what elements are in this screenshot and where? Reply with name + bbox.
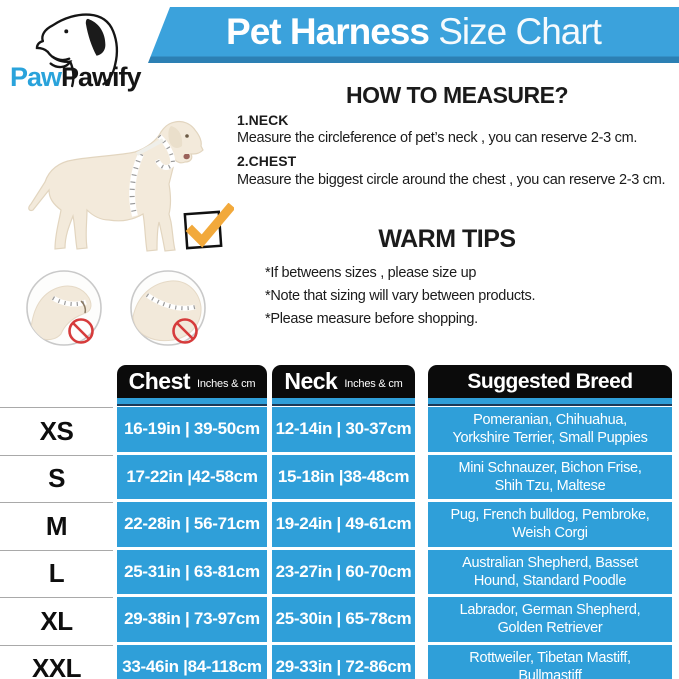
size-label: XS — [0, 407, 113, 455]
step-chest-text: Measure the biggest circle around the ch… — [237, 172, 666, 188]
page-title-light: Size Chart — [428, 11, 602, 52]
header-divider — [272, 404, 415, 406]
chest-cell: 22-28in | 56-71cm — [117, 502, 267, 547]
warm-tips-heading: WARM TIPS — [378, 225, 516, 253]
measuring-tape-neck — [136, 134, 176, 170]
header-divider — [428, 404, 672, 406]
tip-size-up: *If betweens sizes , please size up — [265, 265, 477, 281]
breed-cell: Labrador, German Shepherd, Golden Retrie… — [428, 597, 672, 642]
neck-header-units: Inches & cm — [344, 377, 403, 390]
step-chest-label: 2.CHEST — [237, 153, 297, 169]
header-accent-strip — [117, 398, 267, 404]
size-label: XL — [0, 597, 113, 645]
no-symbol-icon — [172, 318, 198, 344]
size-label-column: XS S M L XL XXL — [0, 407, 113, 679]
checkmark-icon — [183, 203, 234, 250]
header-divider — [117, 404, 267, 406]
header-accent-strip — [272, 398, 415, 404]
breed-cell: Mini Schnauzer, Bichon Frise, Shih Tzu, … — [428, 454, 672, 499]
chest-column: Chest Inches & cm 16-19in | 39-50cm 17-2… — [117, 365, 267, 679]
neck-cell: 19-24in | 49-61cm — [272, 502, 415, 547]
measuring-tape-chest — [129, 152, 144, 217]
size-label: XXL — [0, 644, 113, 679]
size-chart-table: XS S M L XL XXL Chest Inches & cm 16-19i… — [0, 365, 679, 679]
neck-cell: 29-33in | 72-86cm — [272, 644, 415, 679]
breed-header-label: Suggested Breed — [467, 369, 633, 393]
tip-sizing-vary: *Note that sizing will vary between prod… — [265, 288, 536, 304]
breed-column-header: Suggested Breed — [428, 365, 672, 398]
neck-cell: 23-27in | 60-70cm — [272, 549, 415, 594]
chest-header-units: Inches & cm — [197, 377, 256, 390]
tip-measure-first: *Please measure before shopping. — [265, 311, 478, 327]
chest-cell: 16-19in | 39-50cm — [117, 407, 267, 452]
breed-cell: Rottweiler, Tibetan Mastiff, Bullmastiff — [428, 644, 672, 679]
breed-cell: Pug, French bulldog, Pembroke, Weish Cor… — [428, 502, 672, 547]
page-title: Pet Harness Size Chart — [226, 11, 602, 53]
dog-ear — [168, 126, 183, 148]
chest-cell: 29-38in | 73-97cm — [117, 597, 267, 642]
chest-column-header: Chest Inches & cm — [117, 365, 267, 398]
dog-with-harness-image — [28, 120, 204, 252]
header-accent-strip — [428, 398, 672, 404]
title-banner: Pet Harness Size Chart — [148, 7, 679, 63]
dog-eye — [185, 134, 189, 138]
breed-column: Suggested Breed Pomeranian, Chihuahua, Y… — [428, 365, 672, 679]
no-symbol-icon — [68, 318, 94, 344]
neck-cell: 12-14in | 30-37cm — [272, 407, 415, 452]
neck-cell: 25-30in | 65-78cm — [272, 597, 415, 642]
neck-column: Neck Inches & cm 12-14in | 30-37cm 15-18… — [272, 365, 415, 679]
size-label: S — [0, 454, 113, 503]
chest-header-label: Chest — [128, 368, 191, 394]
wrong-measure-chest-inset — [130, 270, 206, 346]
chest-cell: 17-22in |42-58cm — [117, 454, 267, 499]
page-title-bold: Pet Harness — [226, 11, 430, 52]
brand-name-paw: Paw — [10, 62, 62, 92]
size-label: M — [0, 502, 113, 550]
dog-body — [28, 120, 204, 252]
step-neck-text: Measure the circleference of pet’s neck … — [237, 130, 638, 146]
neck-cell: 15-18in |38-48cm — [272, 454, 415, 499]
neck-column-header: Neck Inches & cm — [272, 365, 415, 398]
how-to-measure-heading: HOW TO MEASURE? — [345, 82, 569, 108]
dog-head-logo-icon — [35, 13, 119, 88]
dog-mouth — [183, 154, 190, 160]
chest-cell: 25-31in | 63-81cm — [117, 549, 267, 594]
size-label: L — [0, 549, 113, 598]
neck-header-label: Neck — [284, 368, 338, 394]
breed-cell: Australian Shepherd, Basset Hound, Stand… — [428, 549, 672, 594]
brand-name-pawify: Pawify — [61, 62, 142, 92]
chest-cell: 33-46in |84-118cm — [117, 644, 267, 679]
brand-name: PawPawify — [10, 62, 142, 93]
step-neck-label: 1.NECK — [237, 112, 289, 128]
wrong-measure-neck-inset — [26, 270, 102, 346]
breed-cell: Pomeranian, Chihuahua, Yorkshire Terrier… — [428, 407, 672, 452]
